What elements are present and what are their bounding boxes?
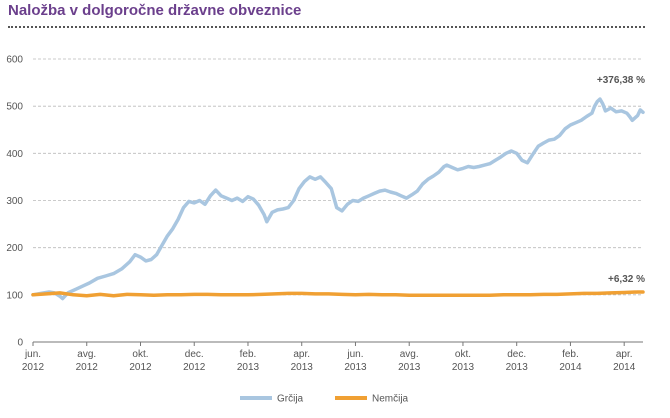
- x-tick-label: 2014: [613, 362, 636, 373]
- y-tick-label: 600: [6, 55, 23, 66]
- y-tick-label: 100: [6, 290, 23, 301]
- x-tick-label: 2013: [291, 362, 314, 373]
- x-axis: jun. 2012 avg. 2012 okt. 2012 dec. 2012 feb. 2013…: [22, 342, 636, 373]
- x-tick-label: 2013: [398, 362, 421, 373]
- series-lines: [31, 97, 645, 301]
- grid-lines: [33, 58, 643, 343]
- legend: Grčija Nemčija: [240, 394, 409, 405]
- x-tick-label: 2013: [452, 362, 475, 373]
- x-tick-label: okt.: [455, 349, 471, 360]
- series-end-label: +376,38 %: [597, 75, 645, 86]
- x-tick-label: jun.: [24, 349, 41, 360]
- x-tick-label: 2013: [506, 362, 529, 373]
- title-divider: [8, 26, 645, 28]
- series-line-1: [31, 97, 645, 301]
- x-tick-label: 2012: [22, 362, 45, 373]
- y-tick-label: 500: [6, 102, 23, 113]
- x-tick-label: apr.: [293, 349, 310, 360]
- legend-label: Nemčija: [372, 394, 409, 405]
- y-tick-label: 0: [17, 338, 23, 349]
- chart-title: Naložba v dolgoročne državne obveznice: [8, 2, 302, 19]
- x-tick-label: dec.: [507, 349, 526, 360]
- x-tick-label: 2013: [344, 362, 367, 373]
- y-axis: 0 100 200 300 400 500 600: [6, 55, 23, 349]
- x-tick-label: okt.: [132, 349, 148, 360]
- y-tick-label: 200: [6, 243, 23, 254]
- x-tick-label: feb.: [240, 349, 257, 360]
- legend-label: Grčija: [277, 394, 304, 405]
- series-end-label: +6,32 %: [608, 274, 645, 285]
- x-tick-label: feb.: [562, 349, 579, 360]
- x-tick-label: dec.: [185, 349, 204, 360]
- x-tick-label: jun.: [346, 349, 363, 360]
- x-tick-label: avg.: [77, 349, 96, 360]
- y-tick-label: 400: [6, 149, 23, 160]
- x-tick-label: apr.: [616, 349, 633, 360]
- x-tick-label: 2012: [183, 362, 206, 373]
- series-line-2: [31, 290, 645, 298]
- x-tick-label: 2012: [76, 362, 99, 373]
- end-labels: +376,38 % +6,32 %: [597, 75, 645, 285]
- x-tick-label: 2014: [559, 362, 582, 373]
- x-tick-label: 2012: [129, 362, 152, 373]
- y-tick-label: 300: [6, 196, 23, 207]
- x-tick-label: 2013: [237, 362, 260, 373]
- x-tick-label: avg.: [400, 349, 419, 360]
